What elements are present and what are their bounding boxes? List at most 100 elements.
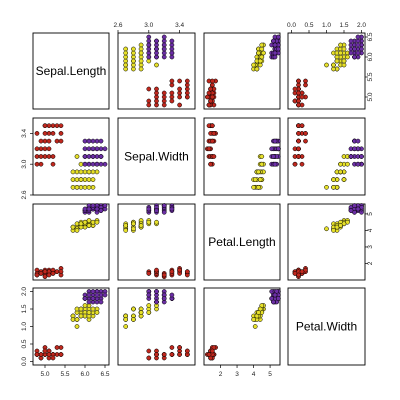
point-r3c2-s2-13 [131, 226, 136, 232]
point-r1c2-s2-20 [123, 66, 129, 72]
point-r4c2-s2-17 [146, 303, 152, 308]
point-r1c2-s2-2 [131, 54, 136, 60]
tick-label-bottom-sepal-length-0: 5.0 [40, 371, 49, 378]
point-r3c2-s1-22 [177, 267, 182, 273]
point-r2c1-s3-8 [94, 138, 100, 144]
point-r1c2-s1-14 [154, 98, 159, 104]
point-r1c3-s1-17 [204, 94, 210, 100]
tick-label-top-petal-width-0: 0.0 [287, 22, 296, 29]
point-r4c1-s2-27 [78, 306, 84, 312]
point-r4c2-s1-28 [161, 352, 167, 357]
point-r2c1-s1-11 [54, 123, 60, 129]
point-r2c1-s1-28 [34, 146, 40, 152]
point-r2c4-s3-27 [348, 154, 354, 159]
point-r2c1-s3-22 [94, 146, 100, 152]
point-r3c4-s1-28 [296, 272, 301, 278]
point-r2c3-s2-22 [256, 184, 261, 190]
point-r2c4-s1-21 [296, 154, 301, 159]
point-r4c1-s1-28 [34, 352, 40, 357]
tick-label-left-petal-width-3: 1.5 [21, 304, 28, 313]
point-r1c2-s2-5 [131, 66, 136, 72]
point-r1c2-s3-11 [169, 46, 175, 52]
point-r4c1-s3-24 [102, 292, 108, 298]
tick-label-top-petal-width-2: 1.0 [322, 22, 331, 29]
point-r1c3-s2-24 [259, 42, 265, 48]
point-r1c4-s3-20 [355, 38, 361, 44]
tick-label-bottom-petal-length-3: 5 [268, 371, 272, 378]
point-r1c2-s3-1 [154, 54, 159, 60]
point-r1c3-s2-25 [251, 62, 256, 68]
point-r1c3-s2-28 [256, 50, 261, 56]
point-r2c3-s2-26 [259, 154, 265, 159]
point-r3c4-s2-25 [331, 228, 336, 233]
point-r2c1-s1-9 [46, 138, 52, 144]
point-r2c4-s1-22 [303, 131, 308, 136]
point-r2c1-s2-3 [78, 161, 84, 167]
point-r1c2-s2-15 [138, 46, 144, 52]
point-r1c3-s1-28 [206, 102, 212, 108]
point-r3c1-s3-21 [82, 206, 88, 212]
point-r3c2-s2-24 [146, 219, 152, 225]
point-r1c2-s3-26 [161, 46, 167, 52]
point-r1c3-s3-26 [275, 46, 281, 52]
point-r3c4-s1-27 [299, 269, 305, 275]
tick-label-top-petal-width-3: 1.5 [339, 22, 348, 29]
point-r1c4-s3-27 [348, 38, 354, 44]
point-r3c2-s1-27 [184, 269, 190, 275]
point-r1c3-s3-27 [271, 38, 276, 44]
point-r2c1-s3-13 [102, 161, 108, 167]
point-r3c2-s2-27 [131, 221, 136, 227]
point-r4c1-s3-19 [86, 299, 92, 305]
point-r4c2-s2-28 [138, 310, 144, 315]
point-r1c4-s1-28 [296, 102, 301, 108]
point-r1c4-s3-23 [359, 46, 364, 52]
point-r2c1-s1-1 [34, 154, 40, 159]
point-r3c1-s1-26 [50, 271, 56, 276]
point-r2c1-s1-2 [38, 146, 44, 152]
point-r1c3-s1-27 [209, 94, 215, 100]
point-r4c2-s3-23 [154, 289, 159, 294]
point-r1c2-s3-25 [169, 50, 175, 56]
point-r3c4-s2-1 [324, 226, 329, 232]
tick-label-right-petal-length-2: 4 [367, 228, 374, 232]
point-r4c2-s2-13 [131, 317, 136, 322]
point-r1c2-s2-23 [138, 58, 144, 64]
point-r3c1-s3-25 [86, 206, 92, 212]
point-r1c2-s2-3 [146, 58, 152, 64]
point-r4c1-s1-24 [46, 352, 52, 357]
point-r2c4-s2-25 [331, 184, 336, 190]
point-r1c2-s2-11 [138, 66, 144, 72]
point-r3c2-s2-28 [138, 223, 144, 228]
point-r1c2-s1-27 [184, 94, 190, 100]
point-r2c1-s1-25 [58, 138, 64, 144]
point-r4c1-s2-23 [78, 313, 84, 319]
point-r1c4-s1-23 [296, 98, 301, 104]
point-r3c1-s3-28 [94, 206, 100, 212]
point-r4c3-s2-28 [256, 310, 261, 315]
point-r2c1-s3-16 [98, 138, 104, 144]
point-r1c2-s1-11 [184, 82, 190, 88]
point-r3c1-s1-24 [46, 272, 52, 278]
tick-label-left-sepal-width-2: 3.4 [21, 129, 28, 138]
point-r2c3-s2-13 [252, 177, 258, 182]
point-r4c3-s2-25 [251, 317, 256, 322]
point-r2c3-s2-25 [251, 184, 256, 190]
point-r4c3-s3-28 [272, 292, 278, 298]
point-r4c1-s3-20 [98, 292, 104, 298]
point-r2c1-s2-20 [70, 184, 76, 190]
point-r1c4-s2-23 [334, 58, 340, 64]
point-r1c3-s2-27 [257, 58, 263, 64]
point-r1c4-s3-26 [352, 46, 357, 52]
point-r4c1-s3-21 [82, 296, 88, 301]
point-r4c2-s2-27 [131, 306, 136, 312]
point-r2c1-s1-13 [50, 131, 56, 136]
point-r2c1-s1-23 [38, 138, 44, 144]
point-r1c2-s3-21 [169, 54, 175, 60]
point-r2c4-s3-28 [355, 161, 361, 167]
point-r2c1-s1-4 [46, 131, 52, 136]
point-r2c3-s3-26 [275, 146, 281, 152]
point-r2c1-s1-14 [38, 154, 44, 159]
point-r4c2-s2-24 [146, 310, 152, 315]
tick-label-left-sepal-width-1: 3.0 [21, 159, 28, 168]
point-r2c1-s2-9 [86, 177, 92, 182]
